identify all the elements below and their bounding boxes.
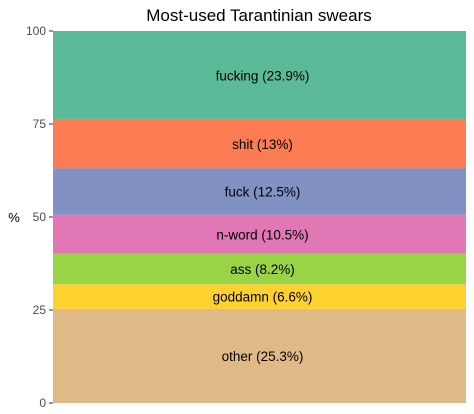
y-axis-label: %: [8, 210, 20, 225]
segment-label: ass (8.2%): [230, 262, 295, 277]
bar-segments: [53, 31, 466, 403]
bar-segment: [53, 284, 466, 309]
bar-segment: [53, 168, 466, 215]
chart-title: Most-used Tarantinian swears: [146, 6, 372, 25]
bar-segment: [53, 119, 466, 169]
segment-label: n-word (10.5%): [216, 227, 308, 242]
bar-segment: [53, 308, 466, 403]
segment-label: fucking (23.9%): [216, 68, 310, 83]
y-tick-label: 50: [33, 210, 47, 224]
bar-segment: [53, 31, 466, 120]
segment-label: fuck (12.5%): [225, 185, 301, 200]
y-tick-label: 0: [39, 396, 46, 410]
y-tick-label: 25: [33, 303, 47, 317]
y-tick-label: 100: [26, 24, 46, 38]
segment-label: goddamn (6.6%): [213, 290, 313, 305]
bar-segment: [53, 253, 466, 285]
segment-labels: other (25.3%) goddamn (6.6%) ass (8.2%) n-w…: [213, 68, 313, 363]
bar-segment: [53, 214, 466, 254]
y-axis: 0 25 50 75 100: [26, 24, 53, 410]
segment-label: shit (13%): [232, 137, 293, 152]
y-tick-label: 75: [33, 117, 47, 131]
segment-label: other (25.3%): [222, 349, 304, 364]
